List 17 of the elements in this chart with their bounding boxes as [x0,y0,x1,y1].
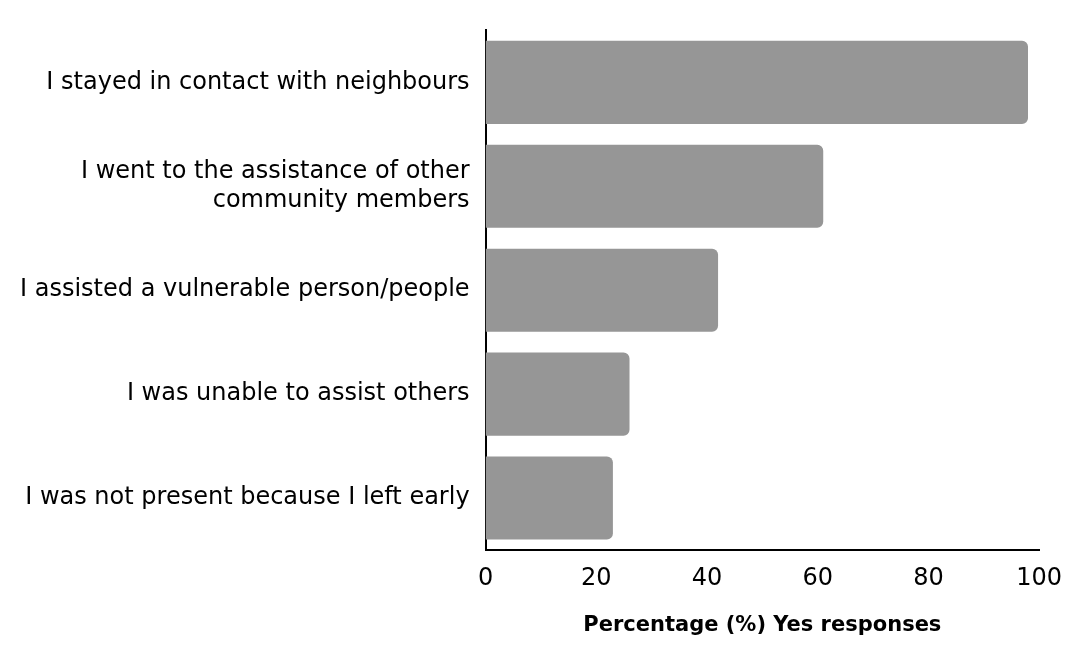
x-tick-label: 100 [1016,562,1062,591]
x-tick-label: 20 [581,562,612,591]
x-tick-label: 40 [691,562,723,591]
bar [485,144,824,228]
y-tick-label: I stayed in contact with neighbours [46,66,470,95]
x-tick-label: 60 [802,562,833,591]
y-tick-label: I assisted a vulnerable person/people [19,274,470,303]
x-axis-title: Percentage (%) Yes responses [583,611,942,636]
y-tick-label: I went to the assistance of other community members [81,156,470,213]
bar [485,40,1029,124]
x-tick-label: 80 [913,562,944,591]
y-tick-label: I was not present because I left early [25,482,470,511]
bar [485,352,630,436]
bar [485,456,613,540]
x-tick-label: 0 [477,562,494,591]
bar [485,248,719,332]
y-tick-label: I was unable to assist others [126,378,470,407]
